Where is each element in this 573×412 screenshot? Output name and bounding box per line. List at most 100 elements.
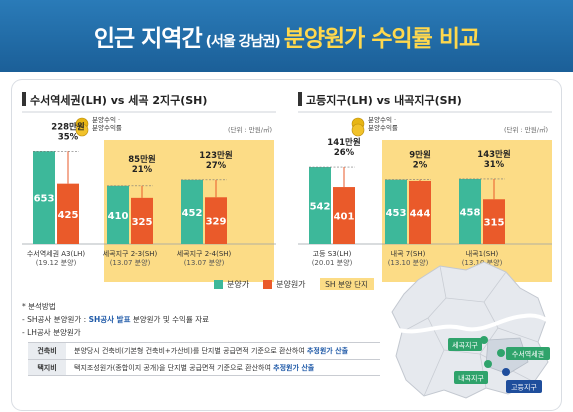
page-header: 인근 지역간 (서울 강남권) 분양원가 수익률 비교 [0, 0, 573, 72]
seoul-district-map: 세곡지구 수서역세권 내곡지구 고등지구 [391, 261, 552, 399]
bar-sale-price [107, 185, 129, 244]
page-title: 인근 지역간 (서울 강남권) 분양원가 수익률 비교 [93, 19, 480, 53]
category-label: 세곡지구 2-4(SH) [177, 249, 232, 258]
title-part-2: (서울 강남권) [205, 34, 281, 50]
notes-line-sh-suffix: 분양원가 및 수익률 자료 [130, 315, 210, 324]
profit-amount-label: 141만원 [327, 137, 361, 148]
profit-amount-label: 228만원 [51, 121, 85, 132]
title-part-1: 인근 지역간 [93, 26, 203, 52]
data-label-cost-price: 315 [484, 218, 505, 229]
notes-table: 건축비 분양당시 건축비(기본형 건축비+가산비)를 단지별 공급면적 기준으로… [28, 342, 380, 376]
profit-rate-label: 27% [206, 161, 227, 171]
profit-amount-label: 123만원 [199, 150, 233, 161]
coin-label: 분양수익 · [92, 116, 120, 124]
bar-sale-price [309, 167, 331, 244]
bar-sale-price [181, 179, 203, 244]
unit-note: (단위 : 만원/㎡) [228, 125, 272, 134]
bar-sale-price [459, 178, 481, 244]
bar-cost-price [409, 180, 431, 244]
category-sub-label: (20.01 분양) [312, 259, 353, 267]
profit-rate-label: 31% [484, 160, 505, 170]
legend-item-sh-zone: SH 분양 단지 [319, 278, 374, 290]
chart-legend: 분양가 분양원가 SH 분양 단지 [214, 278, 374, 290]
notes-table-head: 택지비 [28, 360, 66, 375]
profit-amount-label: 9만원 [409, 150, 431, 161]
notes-table-text: 택지조성원가(종합이지 공개)을 단지별 공급면적 기준으로 환산하여 [74, 363, 274, 372]
data-label-cost-price: 401 [334, 212, 355, 223]
coin-label: 분양수익률 [368, 124, 398, 132]
data-label-sale-price: 458 [460, 207, 481, 218]
chart-title: 수서역세권(LH) vs 세곡 2지구(SH) [30, 93, 207, 107]
chart-title-marker [22, 92, 26, 106]
bar-sale-price [385, 179, 407, 244]
data-label-cost-price: 425 [58, 210, 79, 221]
category-sub-label: (13.07 분양) [110, 259, 151, 267]
notes-table-cell: 분양당시 건축비(기본형 건축비+가산비)를 단지별 공급면적 기준으로 환산하… [66, 346, 348, 356]
svg-text:수서역세권: 수서역세권 [512, 350, 544, 359]
notes-line-sh: - SH공사 분양원가 : SH공사 발표 분양원가 및 수익률 자료 [22, 313, 382, 326]
notes-line-sh-prefix: - SH공사 분양원가 : [22, 315, 89, 324]
legend-label-cost-price: 분양원가 [276, 279, 306, 289]
map-label-segok: 세곡지구 [448, 338, 482, 351]
legend-swatch-cost-price [263, 279, 273, 289]
coin-label: 분양수익률 [92, 124, 122, 132]
data-label-cost-price: 325 [132, 217, 153, 228]
category-label: 고등 S3(LH) [313, 250, 352, 258]
category-sub-label: (13.07 분양) [184, 259, 225, 267]
map-label-godeung: 고등지구 [506, 380, 542, 393]
notes-table-text: 분양당시 건축비(기본형 건축비+가산비)를 단지별 공급면적 기준으로 환산하… [74, 347, 307, 355]
bar-cost-price [483, 199, 505, 244]
chart-title-marker [298, 92, 302, 106]
legend-item-cost-price: 분양원가 [263, 279, 306, 290]
charts-area: 수서역세권(LH) vs 세곡 2지구(SH)분양수익 ·분양수익률 (단위 : … [22, 92, 552, 282]
map-label-naegok: 내곡지구 [454, 371, 488, 384]
notes-table-head: 건축비 [28, 343, 66, 359]
category-label: 수서역세권 A3(LH) [27, 249, 86, 258]
map-label-suseo: 수서역세권 [506, 347, 550, 360]
data-label-cost-price: 444 [410, 208, 431, 219]
legend-swatch-sale-price [214, 279, 223, 289]
notes-table-row-construction: 건축비 분양당시 건축비(기본형 건축비+가산비)를 단지별 공급면적 기준으로… [28, 342, 380, 359]
bar-cost-price [333, 187, 355, 244]
data-label-sale-price: 653 [34, 194, 55, 205]
bar-sale-price [33, 151, 55, 244]
svg-text:고등지구: 고등지구 [511, 383, 537, 392]
legend-label-sale-price: 분양가 [227, 279, 250, 289]
notes-table-highlight: 추정원가 산출 [273, 363, 315, 372]
bar-cost-price [205, 197, 227, 244]
category-label: 내곡 7(SH) [391, 249, 426, 258]
data-label-cost-price: 329 [206, 217, 227, 228]
profit-amount-label: 143만원 [477, 149, 511, 160]
profit-rate-label: 26% [334, 148, 355, 158]
legend-item-sale-price: 분양가 [214, 279, 249, 290]
notes-table-row-land: 택지비 택지조성원가(종합이지 공개)을 단지별 공급면적 기준으로 환산하여 … [28, 359, 380, 376]
coin-icon [351, 123, 365, 137]
profit-rate-label: 21% [132, 165, 153, 175]
svg-text:내곡지구: 내곡지구 [458, 374, 484, 383]
notes-table-cell: 택지조성원가(종합이지 공개)을 단지별 공급면적 기준으로 환산하여 추정원가… [66, 363, 314, 373]
bar-cost-price [131, 197, 153, 244]
map-pin-godeung [502, 368, 510, 376]
coin-label: 분양수익 · [368, 116, 396, 124]
title-part-3: 분양원가 수익률 비교 [283, 26, 480, 52]
data-label-sale-price: 452 [182, 208, 203, 219]
category-label: 내곡1(SH) [466, 249, 499, 258]
notes-heading: * 분석방법 [22, 302, 56, 311]
category-sub-label: (13.10 분양) [388, 259, 429, 267]
profit-amount-label: 85만원 [128, 154, 156, 165]
svg-text:세곡지구: 세곡지구 [452, 341, 478, 350]
category-label: 세곡지구 2-3(SH) [103, 249, 158, 258]
legend-label-sh-zone: SH 분양 단지 [319, 278, 374, 290]
notes-table-highlight: 추정원가 산출 [306, 347, 349, 355]
han-river [391, 313, 552, 334]
map-pin-suseo [497, 349, 505, 357]
bar-cost-price [57, 183, 79, 244]
data-label-sale-price: 410 [108, 211, 129, 222]
category-sub-label: (19.12 분양) [36, 259, 77, 267]
profit-rate-label: 2% [413, 161, 428, 171]
coin-icon [75, 123, 89, 137]
data-label-sale-price: 542 [310, 202, 331, 213]
notes-line-sh-highlight: SH공사 발표 [88, 315, 131, 324]
profit-rate-label: 35% [58, 132, 79, 142]
map-pin-naegok [484, 360, 492, 368]
